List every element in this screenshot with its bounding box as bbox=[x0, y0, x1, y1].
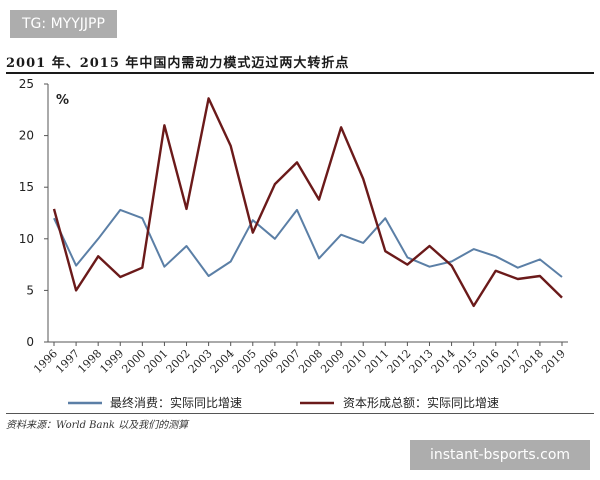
x-tick-label: 2018 bbox=[517, 347, 546, 376]
title-rule bbox=[6, 72, 594, 74]
x-tick-label: 2013 bbox=[407, 347, 436, 376]
x-tick-label: 2015 bbox=[451, 347, 480, 376]
x-tick-label: 1997 bbox=[53, 347, 82, 376]
y-axis-label: % bbox=[56, 93, 69, 108]
legend-label-consumption: 最终消费：实际同比增速 bbox=[110, 395, 242, 410]
watermark-top: TG: MYYJJPP bbox=[10, 10, 117, 38]
series-line-consumption bbox=[53, 208, 563, 278]
x-tick-label: 2007 bbox=[274, 347, 303, 376]
watermark-bottom: instant-bsports.com bbox=[410, 440, 590, 470]
x-tick-label: 2012 bbox=[385, 347, 414, 376]
source-note: 资料来源：World Bank 以及我们的测算 bbox=[6, 420, 189, 431]
series-line-capital-formation bbox=[52, 97, 563, 308]
x-tick-label: 2008 bbox=[296, 347, 325, 376]
source-rule bbox=[6, 413, 594, 414]
x-tick-label: 1999 bbox=[97, 347, 126, 376]
y-tick-label: 10 bbox=[19, 232, 34, 246]
x-tick-label: 2019 bbox=[539, 347, 568, 376]
x-tick-label: 2004 bbox=[208, 347, 237, 376]
x-tick-label: 2003 bbox=[186, 347, 215, 376]
y-tick-label: 5 bbox=[26, 283, 34, 297]
x-tick-label: 2010 bbox=[340, 347, 369, 376]
x-tick-label: 2016 bbox=[473, 347, 502, 376]
x-tick-label: 1998 bbox=[75, 347, 104, 376]
x-tick-label: 2017 bbox=[495, 347, 524, 376]
x-tick-label: 2005 bbox=[230, 347, 259, 376]
y-tick-label: 25 bbox=[19, 77, 34, 91]
x-tick-label: 2014 bbox=[429, 347, 458, 376]
legend-label-capital-formation: 资本形成总额：实际同比增速 bbox=[343, 395, 499, 410]
y-tick-label: 15 bbox=[19, 180, 34, 194]
y-tick-label: 20 bbox=[19, 129, 34, 143]
x-tick-label: 2001 bbox=[142, 347, 171, 376]
chart-title: 2001 年、2015 年中国内需动力模式迈过两大转折点 bbox=[6, 56, 350, 71]
x-tick-label: 2002 bbox=[164, 347, 193, 376]
x-tick-label: 2006 bbox=[252, 347, 281, 376]
x-tick-label: 2011 bbox=[362, 347, 391, 376]
y-tick-label: 0 bbox=[26, 335, 34, 349]
x-tick-label: 2009 bbox=[318, 347, 347, 376]
x-tick-label: 1996 bbox=[31, 347, 60, 376]
x-tick-label: 2000 bbox=[119, 347, 148, 376]
